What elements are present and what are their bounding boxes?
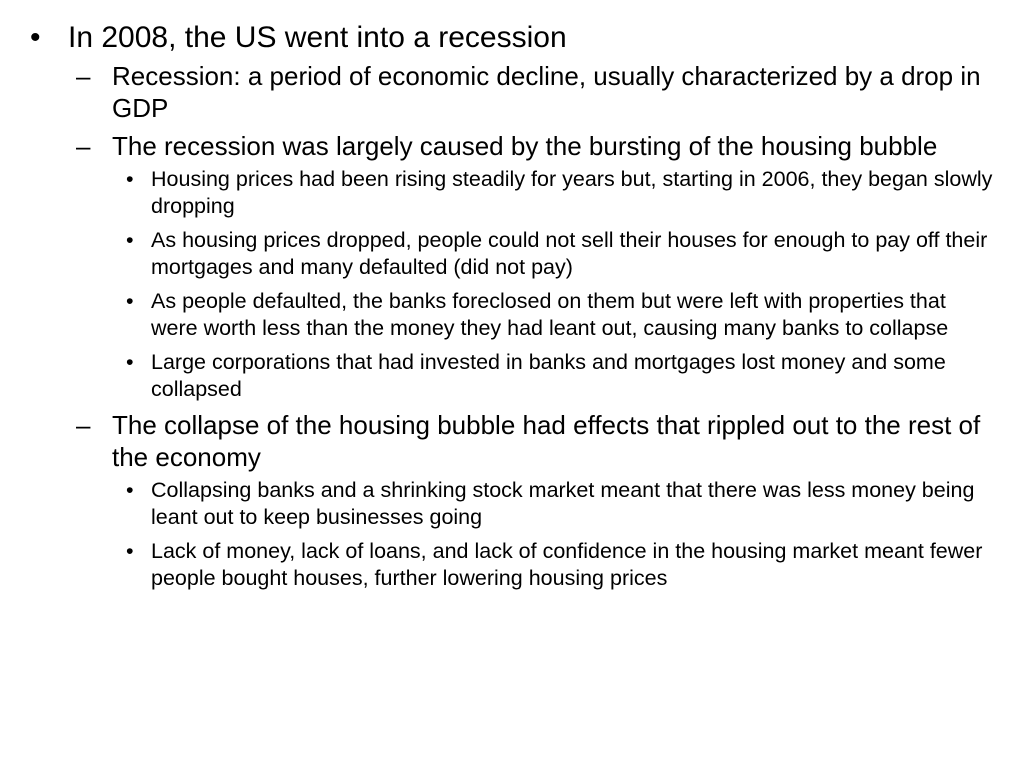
bullet-text-prices-dropping: Housing prices had been rising steadily … bbox=[151, 167, 993, 218]
bullet-row: • Housing prices had been rising steadil… bbox=[124, 166, 996, 220]
dash-marker: – bbox=[76, 410, 91, 440]
bullet-level3: • Collapsing banks and a shrinking stock… bbox=[124, 477, 996, 531]
bullet-text-recession-2008: In 2008, the US went into a recession bbox=[68, 21, 567, 54]
bullet-row: • In 2008, the US went into a recession bbox=[28, 20, 996, 56]
bullet-marker: • bbox=[126, 350, 134, 374]
bullet-level3: • As people defaulted, the banks foreclo… bbox=[124, 288, 996, 342]
bullet-level3: • Housing prices had been rising steadil… bbox=[124, 166, 996, 220]
bullet-text-fewer-buyers: Lack of money, lack of loans, and lack o… bbox=[151, 539, 983, 590]
bullet-level2: – The collapse of the housing bubble had… bbox=[76, 409, 996, 592]
bullet-marker: • bbox=[126, 228, 134, 252]
dash-marker: – bbox=[76, 131, 91, 161]
sub-bullet-list: • Collapsing banks and a shrinking stock… bbox=[76, 477, 996, 592]
bullet-level3: • Lack of money, lack of loans, and lack… bbox=[124, 538, 996, 592]
bullet-marker: • bbox=[126, 289, 134, 313]
bullet-row: – The recession was largely caused by th… bbox=[76, 130, 996, 162]
bullet-level3: • As housing prices dropped, people coul… bbox=[124, 227, 996, 281]
bullet-marker: • bbox=[126, 478, 134, 502]
bullet-level1: • In 2008, the US went into a recession … bbox=[28, 20, 996, 592]
bullet-text-rippled-effects: The collapse of the housing bubble had e… bbox=[112, 410, 981, 472]
bullet-level2: – The recession was largely caused by th… bbox=[76, 130, 996, 403]
bullet-row: – Recession: a period of economic declin… bbox=[76, 60, 996, 124]
bullet-outline: • In 2008, the US went into a recession … bbox=[28, 20, 996, 592]
bullet-row: – The collapse of the housing bubble had… bbox=[76, 409, 996, 473]
sub-bullet-list: • Housing prices had been rising steadil… bbox=[76, 166, 996, 403]
bullet-text-recession-definition: Recession: a period of economic decline,… bbox=[112, 61, 981, 123]
bullet-text-corporations-lost-money: Large corporations that had invested in … bbox=[151, 350, 946, 401]
bullet-text-less-lending: Collapsing banks and a shrinking stock m… bbox=[151, 478, 975, 529]
bullet-row: • As housing prices dropped, people coul… bbox=[124, 227, 996, 281]
bullet-text-housing-bubble-cause: The recession was largely caused by the … bbox=[112, 131, 938, 161]
bullet-level2: – Recession: a period of economic declin… bbox=[76, 60, 996, 124]
bullet-row: • Large corporations that had invested i… bbox=[124, 349, 996, 403]
bullet-row: • Collapsing banks and a shrinking stock… bbox=[124, 477, 996, 531]
sub-bullet-list: – Recession: a period of economic declin… bbox=[28, 60, 996, 592]
dash-marker: – bbox=[76, 61, 91, 91]
bullet-text-banks-collapse: As people defaulted, the banks foreclose… bbox=[151, 289, 949, 340]
bullet-row: • As people defaulted, the banks foreclo… bbox=[124, 288, 996, 342]
bullet-text-defaults: As housing prices dropped, people could … bbox=[151, 228, 988, 279]
bullet-level3: • Large corporations that had invested i… bbox=[124, 349, 996, 403]
bullet-row: • Lack of money, lack of loans, and lack… bbox=[124, 538, 996, 592]
bullet-marker: • bbox=[30, 21, 41, 54]
bullet-marker: • bbox=[126, 539, 134, 563]
bullet-marker: • bbox=[126, 167, 134, 191]
